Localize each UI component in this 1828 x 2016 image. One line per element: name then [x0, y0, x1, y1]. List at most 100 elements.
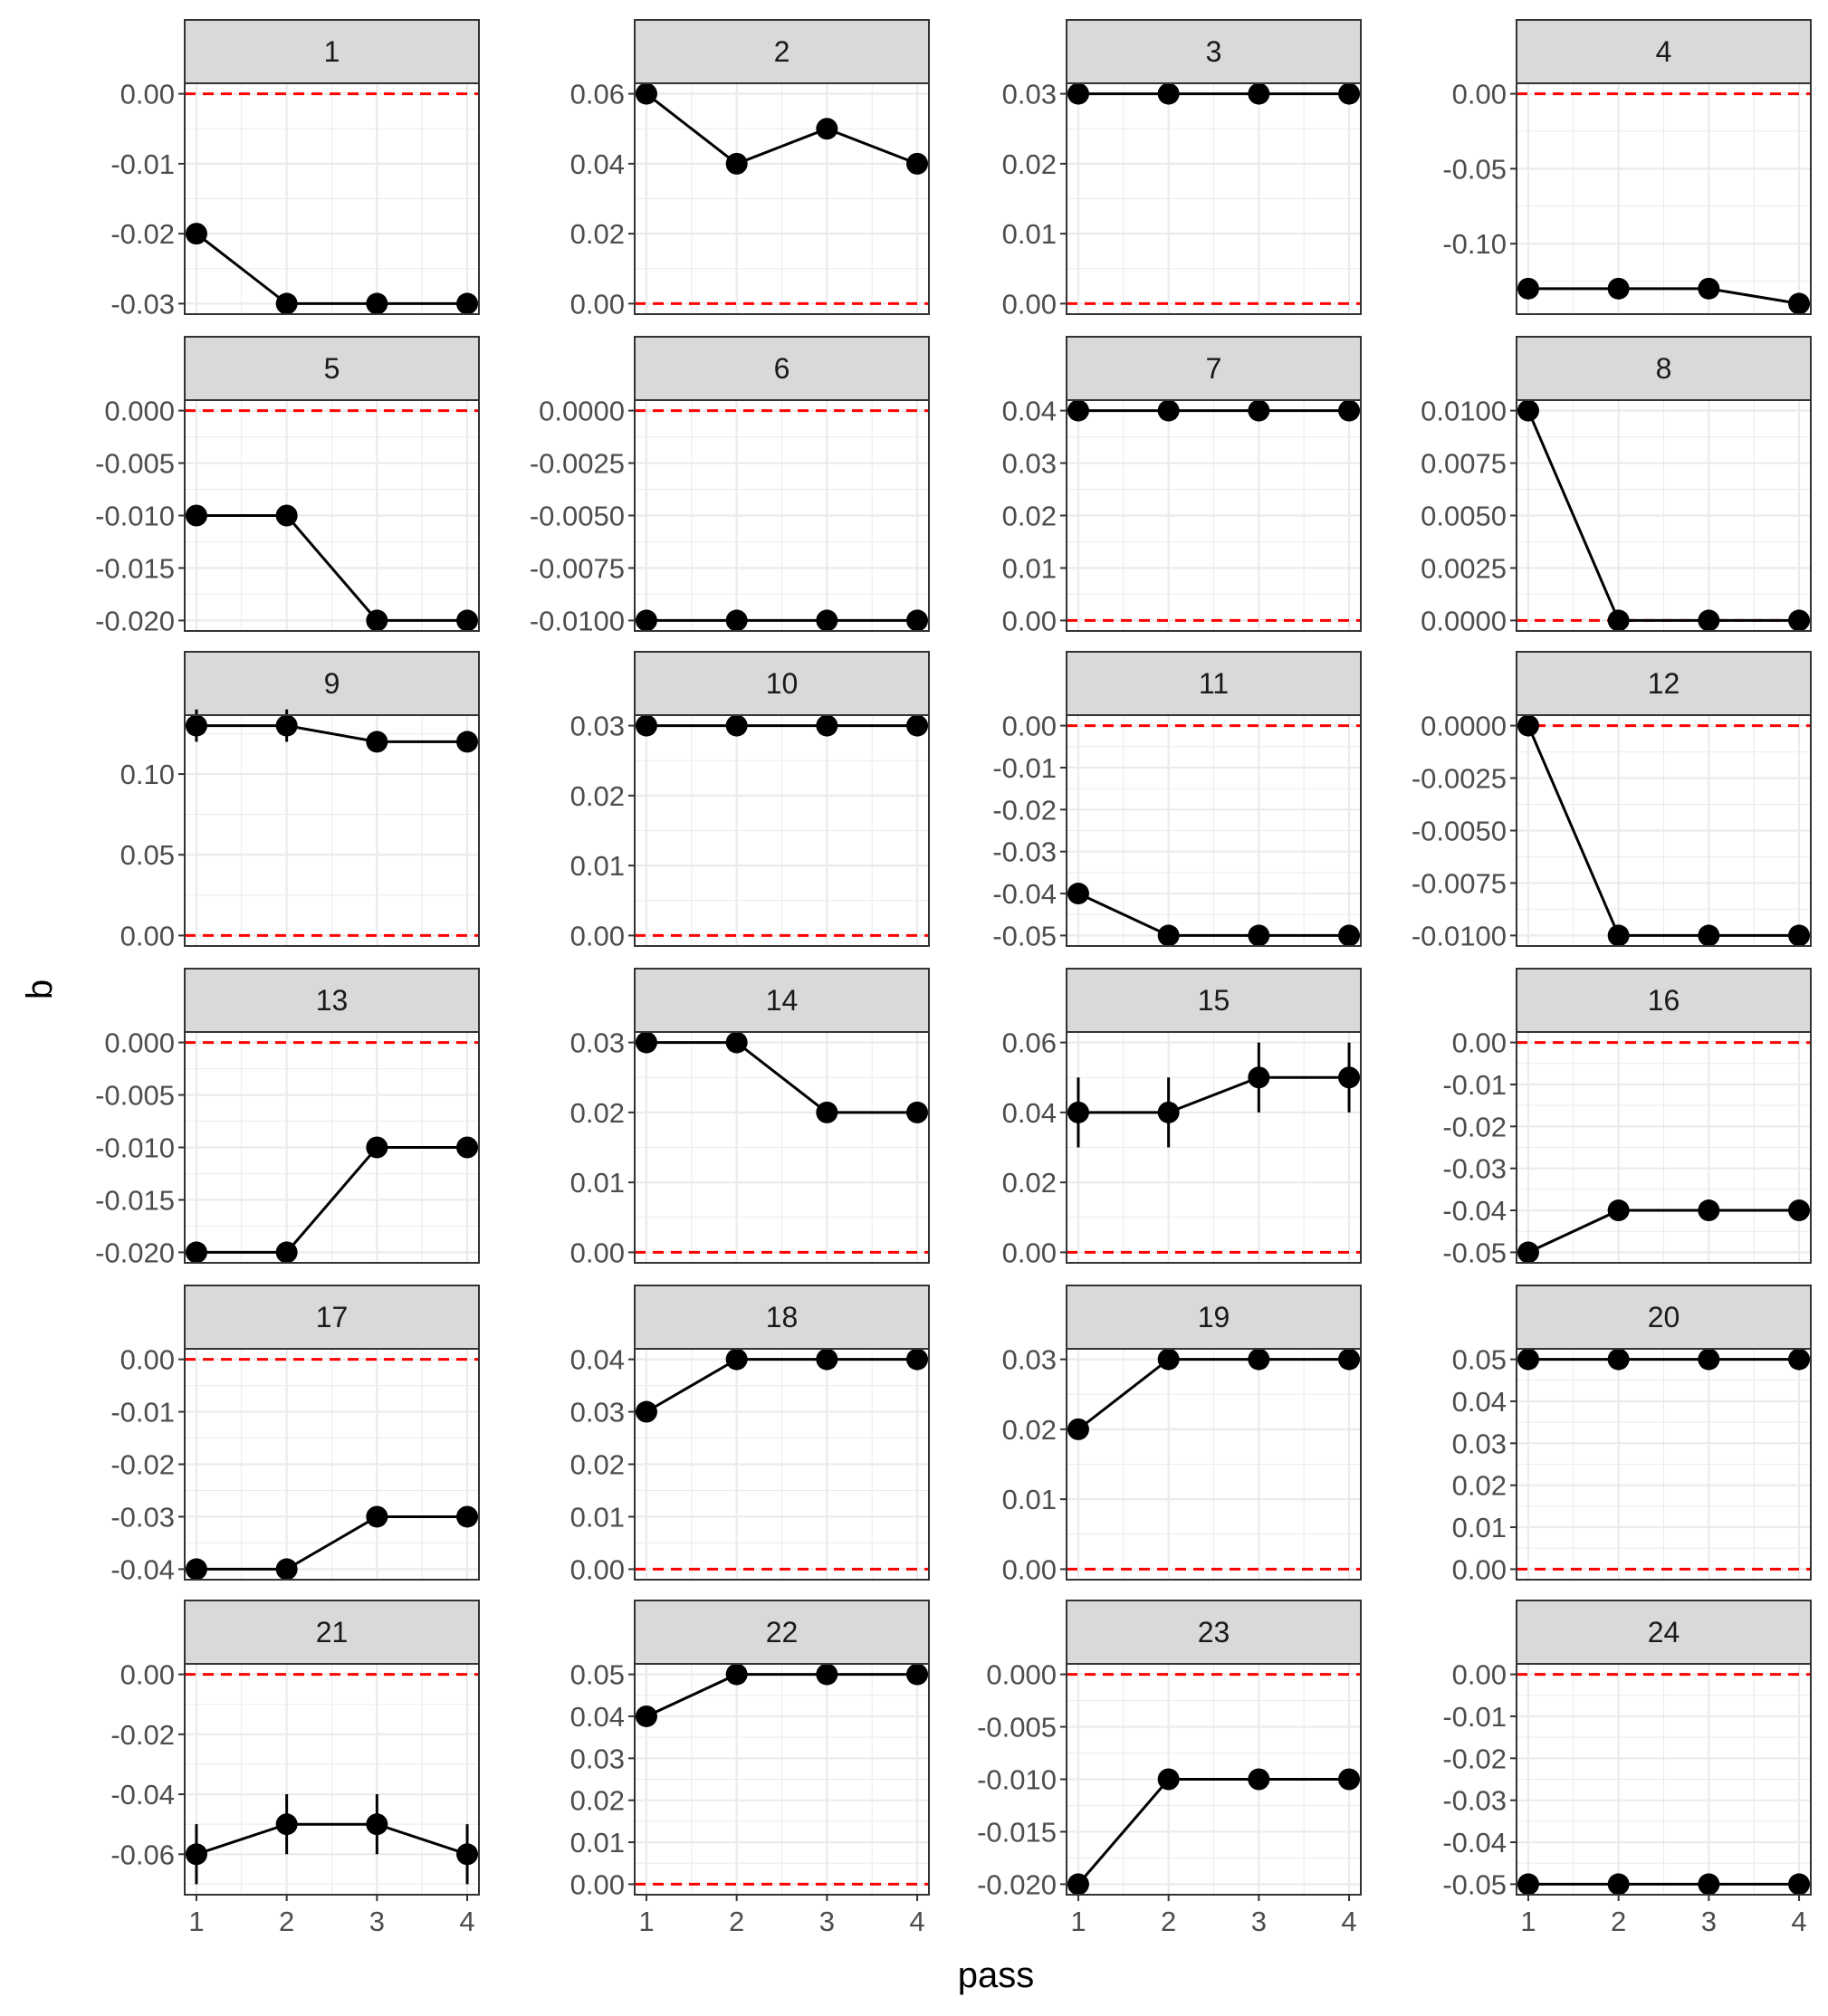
- data-point: [1607, 277, 1630, 300]
- panel-border: [634, 1031, 930, 1264]
- facet-strip: [1066, 336, 1362, 401]
- data-point: [635, 1705, 657, 1727]
- y-tick-label: 0.01: [570, 1827, 625, 1858]
- data-point: [275, 714, 298, 737]
- x-axis-title: pass: [958, 1955, 1035, 1995]
- data-point: [185, 1558, 207, 1581]
- facet-label: 22: [766, 1616, 799, 1648]
- y-tick-label: 0.10: [120, 759, 175, 790]
- y-tick-label: 0.01: [1002, 1484, 1057, 1515]
- facet-strip: [634, 19, 930, 84]
- data-point: [1067, 82, 1089, 105]
- series-line: [646, 1358, 917, 1413]
- y-tick-label: -0.0025: [530, 448, 625, 480]
- data-point: [816, 1101, 838, 1123]
- y-tick-label: -0.020: [977, 1868, 1057, 1900]
- data-point: [816, 1663, 838, 1686]
- x-tick-label: 2: [279, 1906, 294, 1937]
- y-tick-label: 0.02: [570, 1449, 625, 1481]
- panel-border: [1066, 714, 1362, 947]
- facet-label: 8: [1656, 352, 1672, 385]
- data-point: [635, 609, 657, 632]
- y-tick-label: 0.05: [1452, 1344, 1507, 1376]
- data-point: [366, 1136, 388, 1159]
- data-point: [635, 714, 657, 737]
- data-point: [456, 1136, 479, 1159]
- x-tick-label: 2: [1611, 1906, 1626, 1937]
- y-tick-label: 0.04: [1002, 1097, 1057, 1129]
- y-tick-label: -0.010: [977, 1764, 1057, 1796]
- y-tick-label: 0.00: [570, 288, 625, 320]
- data-point: [366, 609, 388, 632]
- y-tick-label: 0.0025: [1421, 552, 1507, 584]
- facet-label: 12: [1648, 667, 1680, 700]
- panel-20: 20 0.05 0.04 0.03 0.02 0.01 0.00: [1452, 1285, 1812, 1585]
- facet-label: 19: [1198, 1301, 1230, 1333]
- data-point: [1607, 1199, 1630, 1222]
- y-tick-label: 0.00: [1452, 79, 1507, 110]
- panel-border: [634, 1663, 930, 1896]
- panel-2: 2 0.06 0.04 0.02 0.00: [570, 19, 930, 320]
- series-line: [1078, 1075, 1349, 1114]
- data-point: [1517, 714, 1539, 737]
- y-tick-label: 0.00: [1002, 711, 1057, 742]
- data-point: [1338, 399, 1361, 422]
- y-tick-label: 0.0075: [1421, 448, 1507, 480]
- data-point: [1517, 399, 1539, 422]
- y-axis-title: b: [20, 979, 60, 999]
- y-tick-label: 0.000: [104, 396, 175, 427]
- data-point: [1248, 1066, 1270, 1089]
- x-tick-label: 3: [819, 1906, 835, 1937]
- y-tick-label: 0.04: [570, 1344, 625, 1376]
- panel-border: [1066, 1348, 1362, 1581]
- data-point: [366, 1505, 388, 1528]
- facet-label: 1: [324, 35, 340, 68]
- series-line: [646, 1673, 917, 1718]
- facet-label: 20: [1648, 1301, 1680, 1333]
- data-point: [275, 1813, 298, 1836]
- data-point: [635, 1031, 657, 1054]
- series-line: [196, 1515, 467, 1571]
- facet-label: 16: [1648, 984, 1680, 1017]
- y-tick-label: 0.00: [1002, 605, 1057, 636]
- facet-strip: [1516, 968, 1812, 1033]
- series-line: [1527, 725, 1799, 937]
- data-point: [906, 1101, 929, 1123]
- y-tick-label: 0.03: [570, 711, 625, 742]
- x-tick-label: 1: [1070, 1906, 1086, 1937]
- panel-14: 14 0.03 0.02 0.01 0.00: [570, 968, 930, 1268]
- facet-strip: [634, 1600, 930, 1665]
- data-point: [1788, 292, 1811, 315]
- x-tick-label: 4: [459, 1906, 474, 1937]
- panel-12: 12 0.0000 -0.0025 -0.0050 -0.0075 -0.0100: [1412, 651, 1812, 951]
- data-point: [1698, 924, 1720, 947]
- y-tick-label: 0.00: [120, 79, 175, 110]
- data-point: [725, 152, 748, 175]
- data-point: [366, 731, 388, 753]
- facet-label: 13: [316, 984, 349, 1017]
- data-point: [1157, 924, 1180, 947]
- y-tick-label: 0.00: [1452, 1659, 1507, 1691]
- data-point: [185, 714, 207, 737]
- data-point: [725, 609, 748, 632]
- series-line: [196, 724, 467, 743]
- data-point: [725, 1348, 748, 1371]
- data-point: [1607, 609, 1630, 632]
- panel-17: 17 0.00 -0.01 -0.02 -0.03 -0.04: [110, 1285, 480, 1585]
- panel-border: [1516, 1348, 1812, 1581]
- y-tick-label: -0.01: [1442, 1701, 1507, 1733]
- y-tick-label: 0.000: [104, 1027, 175, 1059]
- data-point: [1788, 1199, 1811, 1222]
- y-tick-label: -0.01: [992, 752, 1057, 784]
- facet-label: 9: [324, 667, 340, 700]
- y-tick-label: 0.04: [570, 1701, 625, 1733]
- data-point: [1607, 1348, 1630, 1371]
- y-tick-label: -0.05: [1442, 153, 1507, 185]
- data-point: [366, 292, 388, 315]
- y-tick-label: -0.10: [1442, 228, 1507, 260]
- data-point: [1338, 924, 1361, 947]
- x-tick-label: 3: [1701, 1906, 1717, 1937]
- data-point: [456, 1843, 479, 1866]
- x-tick-label: 4: [1791, 1906, 1806, 1937]
